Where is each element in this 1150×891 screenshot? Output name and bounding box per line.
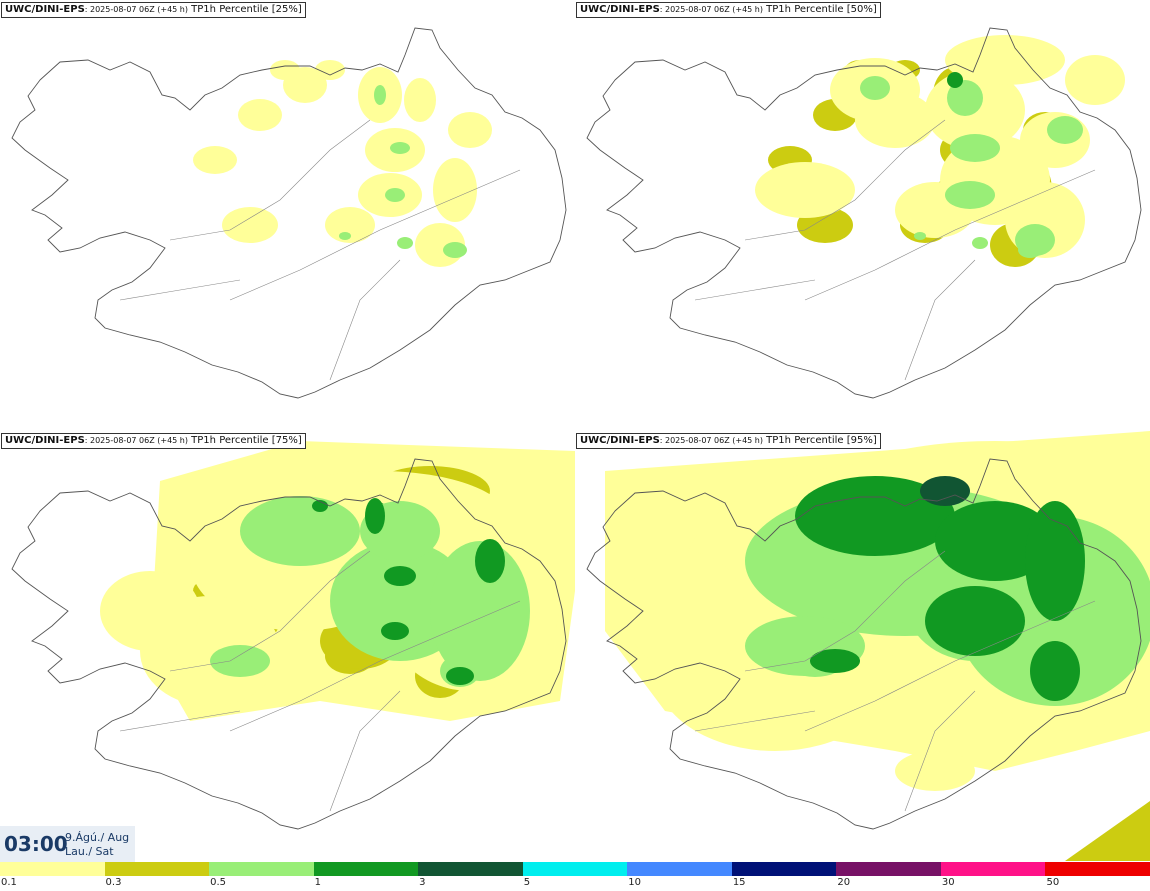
valid-date-line1: 9.Ágú./ Aug <box>65 831 130 844</box>
legend-tick-label: 3 <box>419 877 426 888</box>
precip-area <box>222 207 278 243</box>
coastline <box>11 458 567 830</box>
legend-color-swatch <box>0 862 105 876</box>
precip-area <box>365 498 385 534</box>
legend-color-swatch <box>1045 862 1150 876</box>
precip-area <box>755 162 855 218</box>
precip-area <box>947 72 963 88</box>
precip-area <box>945 35 1065 85</box>
valid-time-box: 03:00 9.Ágú./ Aug Lau./ Sat <box>0 826 135 862</box>
precip-area <box>339 232 351 240</box>
precip-area <box>390 142 410 154</box>
coastline <box>586 27 1142 399</box>
legend-tick-label: 1 <box>314 877 321 888</box>
legend-colorbar <box>0 862 1150 876</box>
coastline <box>586 458 1142 830</box>
legend-tick-label: 50 <box>1046 877 1060 888</box>
precip-area <box>433 158 477 222</box>
legend-ticks: 0.1 0.3 0.5 1 3 5 10 15 20 30 50 <box>0 877 1150 891</box>
precip-area <box>950 134 1000 162</box>
precip-area <box>315 60 345 80</box>
legend-tick-label: 20 <box>837 877 851 888</box>
legend-color-swatch <box>209 862 314 876</box>
precip-area <box>855 92 935 148</box>
precip-area <box>1015 224 1055 256</box>
precip-area <box>795 476 955 556</box>
precip-area <box>1030 641 1080 701</box>
precip-area <box>1025 501 1085 621</box>
precip-area <box>270 60 300 80</box>
road-lines <box>694 550 1096 812</box>
precip-area <box>404 78 436 122</box>
precip-area <box>238 99 282 131</box>
legend-color-swatch <box>418 862 523 876</box>
panel-title: UWC/DINI-EPS: 2025-08-07 06Z (+45 h) TP1… <box>576 2 881 18</box>
precip-area <box>914 232 926 240</box>
precip-area <box>397 237 413 249</box>
precip-area <box>385 188 405 202</box>
precip-map-p95 <box>586 431 1150 861</box>
panel-title: UWC/DINI-EPS: 2025-08-07 06Z (+45 h) TP1… <box>1 433 306 449</box>
precip-area <box>1047 116 1083 144</box>
map-panel-p95: UWC/DINI-EPS: 2025-08-07 06Z (+45 h) TP1… <box>575 431 1150 861</box>
valid-time-clock: 03:00 <box>4 832 68 856</box>
panel-title: UWC/DINI-EPS: 2025-08-07 06Z (+45 h) TP1… <box>1 2 306 18</box>
precip-area <box>384 566 416 586</box>
legend-color-swatch <box>313 862 419 876</box>
legend-color-swatch <box>627 862 732 876</box>
precip-area <box>381 622 409 640</box>
precip-area <box>210 645 270 677</box>
precip-area <box>325 207 375 243</box>
precip-map-p25 <box>11 27 567 399</box>
map-panel-p75: UWC/DINI-EPS: 2025-08-07 06Z (+45 h) TP1… <box>0 431 575 861</box>
precip-area <box>475 539 505 583</box>
road-lines <box>119 119 521 381</box>
precip-area <box>972 237 988 249</box>
precip-area <box>1065 55 1125 105</box>
legend-tick-label: 10 <box>628 877 641 888</box>
precip-area <box>446 667 474 685</box>
legend-tick-label: 30 <box>941 877 955 888</box>
legend-tick-label: 0.3 <box>105 877 122 888</box>
map-panel-p50: UWC/DINI-EPS: 2025-08-07 06Z (+45 h) TP1… <box>575 0 1150 430</box>
precip-area <box>860 76 890 100</box>
precip-area <box>920 476 970 506</box>
panel-title: UWC/DINI-EPS: 2025-08-07 06Z (+45 h) TP1… <box>576 433 881 449</box>
precip-area <box>430 541 530 681</box>
legend-color-swatch <box>104 862 210 876</box>
precip-area <box>1065 801 1150 861</box>
precip-area <box>443 242 467 258</box>
precip-area <box>193 146 237 174</box>
precip-area <box>625 551 745 671</box>
legend-tick-label: 5 <box>523 877 531 888</box>
precip-area <box>925 586 1025 656</box>
precip-area <box>895 751 975 791</box>
precip-area <box>240 496 360 566</box>
precip-map-p50 <box>586 27 1142 399</box>
precip-map-p75 <box>11 441 575 830</box>
road-lines <box>694 119 1096 381</box>
map-panel-p25: UWC/DINI-EPS: 2025-08-07 06Z (+45 h) TP1… <box>0 0 575 430</box>
coastline <box>11 27 567 399</box>
legend-tick-label: 0.1 <box>1 877 17 888</box>
precip-area <box>374 85 386 105</box>
road-lines <box>119 550 521 812</box>
precip-area <box>100 571 200 651</box>
valid-date-line2: Lau./ Sat <box>65 845 114 858</box>
precip-area <box>947 80 983 116</box>
legend-color-swatch <box>731 862 837 876</box>
legend-color-swatch <box>836 862 941 876</box>
legend-color-swatch <box>940 862 1046 876</box>
legend-tick-label: 0.5 <box>210 877 226 888</box>
legend-color-swatch <box>522 862 628 876</box>
precip-area <box>810 649 860 673</box>
legend-tick-label: 15 <box>732 877 746 888</box>
precip-area <box>448 112 492 148</box>
precip-area <box>945 181 995 209</box>
